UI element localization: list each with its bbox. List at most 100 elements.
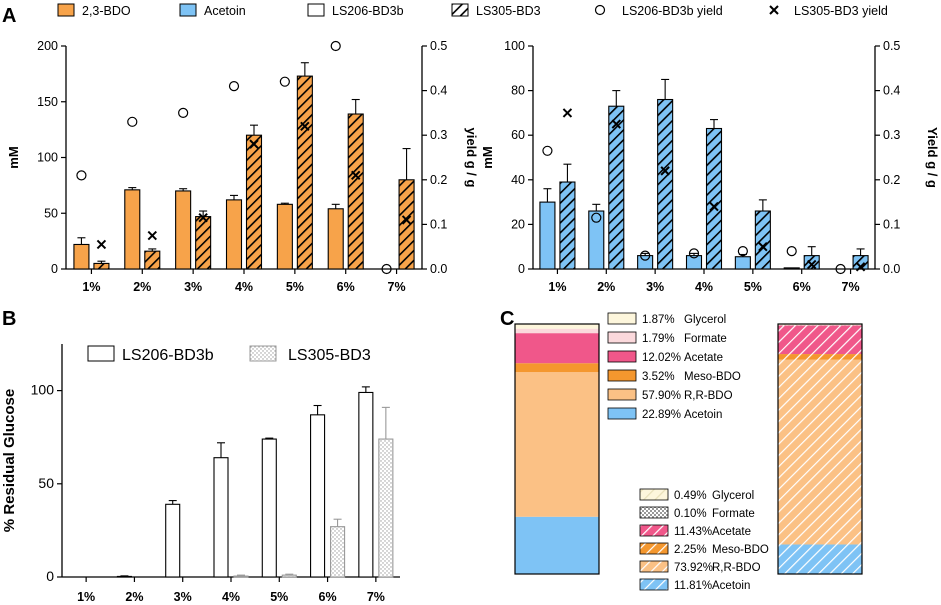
- bar-ls206-bd3b: [124, 189, 141, 270]
- legend-c1-pct-formate: 1.79%: [642, 333, 675, 345]
- x-tick-label: 6%: [319, 590, 337, 604]
- yield-marker-ls305: [249, 139, 259, 149]
- yield-marker-ls206: [640, 250, 651, 261]
- x-tick-label: 2%: [133, 280, 151, 294]
- yield-marker-ls305: [96, 239, 107, 250]
- yield-marker-ls206: [737, 246, 748, 257]
- y2-tick-label: 0.4: [430, 84, 447, 98]
- stacked-segment-acetate: [778, 325, 862, 355]
- bar-ls206-bd3b: [310, 414, 326, 578]
- y-tick-label: 100: [31, 382, 55, 398]
- yield-marker-ls305: [709, 201, 719, 212]
- stacked-segment-formate: [515, 328, 599, 334]
- y-tick-label: 0: [46, 568, 54, 584]
- x-tick-label: 1%: [77, 590, 95, 604]
- legend-label-ls305-yield: LS305-BD3 yield: [794, 4, 888, 18]
- y-tick-label: 100: [37, 151, 58, 165]
- x-tick-label: 3%: [174, 590, 192, 604]
- legend-c2-label-meso: Meso-BDO: [712, 544, 769, 556]
- yield-marker-stroke: [249, 139, 259, 149]
- yield-marker-ls206: [228, 81, 240, 92]
- legend-label-bdo: 2,3-BDO: [82, 4, 131, 18]
- legend-c1-swatch-acetate: [607, 350, 637, 363]
- yield-marker-ls305: [611, 119, 621, 129]
- y-tick-label: 0: [51, 262, 58, 276]
- x-tick-label: 6%: [793, 280, 811, 294]
- yield-marker-ls206: [127, 116, 138, 127]
- legend-c2-pct-rr: 73.92%: [674, 562, 713, 574]
- x-tick-label: 2%: [597, 280, 615, 294]
- bar-ls305-bd3: [398, 179, 415, 270]
- legend-c2-label-formate: Formate: [712, 508, 755, 520]
- bar-ls206-bd3b: [734, 256, 751, 270]
- yield-marker-ls305: [660, 166, 670, 176]
- yield-marker-ls305: [758, 241, 768, 252]
- bar-ls305-bd3: [608, 105, 625, 270]
- legend-c1-label-acetoin: Acetoin: [684, 409, 722, 421]
- legend-label-ls206-yield: LS206-BD3b yield: [622, 4, 723, 18]
- x-tick-label: 4%: [695, 280, 713, 294]
- legend-c1-pct-glycerol: 1.87%: [642, 314, 675, 326]
- yield-marker-ls305: [300, 121, 310, 131]
- yield-marker-stroke: [660, 166, 670, 176]
- y2-tick-label: 0.0: [883, 262, 900, 276]
- y-tick-label: 50: [38, 475, 54, 491]
- x-tick-label: 4%: [222, 590, 240, 604]
- bar-ls206-bd3b: [539, 201, 556, 270]
- bar-ls206-bd3b: [358, 391, 374, 578]
- legend-marker-ls206-yield: [594, 4, 606, 16]
- bar-ls206-bd3b: [225, 199, 243, 270]
- bar-ls305-bd3: [233, 575, 249, 578]
- y-axis-label: % Residual Glucose: [1, 389, 18, 532]
- panel-label-b: B: [2, 308, 16, 330]
- y-tick-label: 150: [37, 95, 58, 109]
- legend-b-swatch-ls305: [249, 345, 277, 362]
- legend-c2-label-acetate: Acetate: [712, 526, 751, 538]
- y2-tick-label: 0.5: [430, 39, 447, 53]
- legend-c2-pct-acetoin: 11.81%: [674, 580, 712, 592]
- bar-ls206-bd3b: [73, 243, 90, 270]
- legend-c1-pct-acetoin: 22.89%: [642, 409, 681, 421]
- y2-tick-label: 0.1: [430, 217, 447, 231]
- bar-ls305-bd3: [559, 181, 576, 270]
- yield-marker-ls206: [178, 107, 189, 119]
- legend-c2-swatch-acetoin: [639, 578, 669, 591]
- y2-tick-label: 0.3: [883, 128, 900, 142]
- bar-ls206-bd3b: [261, 438, 277, 578]
- y2-axis-label: Yield g / g: [925, 127, 940, 188]
- bar-ls206-bd3b: [116, 575, 132, 578]
- chart-c-product-distribution: [514, 323, 863, 575]
- legend-swatch-ls206: [307, 3, 325, 17]
- legend-c1-swatch-acetoin: [607, 407, 637, 420]
- x-tick-label: 5%: [286, 280, 304, 294]
- yield-marker-stroke: [807, 259, 817, 270]
- legend-label-ls305: LS305-BD3: [476, 4, 541, 18]
- y-tick-label: 50: [44, 206, 58, 220]
- x-tick-label: 1%: [548, 280, 566, 294]
- legend-b-label-ls206: LS206-BD3b: [122, 347, 214, 364]
- y2-tick-label: 0.3: [430, 128, 447, 142]
- x-tick-label: 1%: [82, 280, 100, 294]
- yield-marker-ls206: [330, 40, 341, 52]
- legend-c2-pct-glycerol: 0.49%: [674, 490, 707, 502]
- yield-marker-ls305: [147, 230, 157, 241]
- chart-b-residual-glucose: 0 50 100 % Residual Glucose 1% 2% 3% 4% 5% 6% 7%: [1, 344, 400, 604]
- yield-marker-ls305: [807, 259, 817, 270]
- yield-marker-ls305: [562, 108, 573, 118]
- legend-c-ls305: 0.49% Glycerol 0.10% Formate 11.43% Acet…: [639, 488, 769, 592]
- yield-marker-ls305: [401, 215, 412, 225]
- legend-c1-swatch-glycerol: [607, 312, 637, 325]
- stacked-segment-r-r-bdo: [778, 359, 862, 545]
- yield-marker-ls206: [381, 263, 392, 275]
- stacked-segment-r-r-bdo: [515, 372, 599, 517]
- legend-b-swatch-ls206: [87, 345, 115, 362]
- bar-ls206-bd3b: [276, 203, 293, 270]
- legend-c2-swatch-rr: [639, 560, 669, 573]
- legend-c2-label-glycerol: Glycerol: [712, 490, 754, 502]
- legend-c1-label-formate: Formate: [684, 333, 727, 345]
- bar-ls305-bd3: [705, 127, 723, 270]
- legend-label-acetoin: Acetoin: [204, 4, 246, 18]
- legend-c1-pct-meso: 3.52%: [642, 371, 675, 383]
- bar-ls206-bd3b: [175, 190, 192, 270]
- bar-ls305-bd3: [330, 526, 346, 578]
